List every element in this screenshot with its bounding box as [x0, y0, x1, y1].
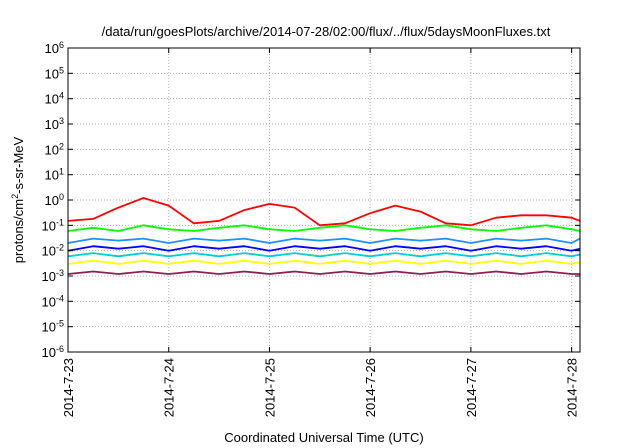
y-axis-label: protons/cm2-s-sr-MeV: [10, 136, 26, 263]
x-tick-label: 2014-7-26: [363, 358, 378, 417]
x-tick-label: 2014-7-28: [565, 358, 580, 417]
y-tick-label: 104: [45, 91, 64, 107]
series-line-2: [67, 224, 581, 232]
x-tick-label: 2014-7-23: [61, 358, 76, 417]
series-line-4: [67, 245, 581, 252]
x-axis-ticks: 2014-7-23 2014-7-24 2014-7-25 2014-7-26 2014…: [61, 48, 580, 417]
x-tick-label: 2014-7-27: [464, 358, 479, 417]
y-tick-label: 100: [45, 192, 64, 208]
series-line-6: [67, 259, 581, 265]
x-tick-label: 2014-7-24: [162, 358, 177, 417]
series-group: [67, 197, 581, 275]
x-tick-label: 2014-7-25: [262, 358, 277, 417]
y-tick-label: 10-6: [42, 344, 64, 360]
y-tick-label: 103: [45, 116, 64, 132]
y-tick-label: 10-3: [42, 268, 64, 284]
y-axis-label-pre: protons/cm: [11, 199, 26, 263]
series-line-1: [67, 197, 581, 227]
grid: [67, 47, 580, 353]
y-tick-label: 10-5: [42, 319, 64, 335]
x-axis-label: Coordinated Universal Time (UTC): [224, 430, 423, 445]
y-axis-label-post: -s-sr-MeV: [11, 136, 26, 193]
y-tick-label: 101: [45, 167, 64, 183]
y-axis-label-sup: 2: [10, 194, 20, 199]
y-tick-label: 106: [45, 40, 64, 56]
y-tick-label: 10-1: [42, 217, 64, 233]
y-tick-label: 105: [45, 65, 64, 81]
series-line-7: [67, 270, 580, 275]
chart-title: /data/run/goesPlots/archive/2014-07-28/0…: [102, 24, 551, 39]
y-tick-label: 10-2: [42, 243, 64, 259]
y-tick-label: 102: [45, 141, 64, 157]
y-axis-ticks: 10-6 10-5 10-4 10-3 10-2 10-1 100 101 102 103 104 1…: [42, 40, 580, 360]
series-line-3: [67, 237, 581, 244]
series-line-5: [67, 252, 581, 258]
y-tick-label: 10-4: [42, 293, 64, 309]
